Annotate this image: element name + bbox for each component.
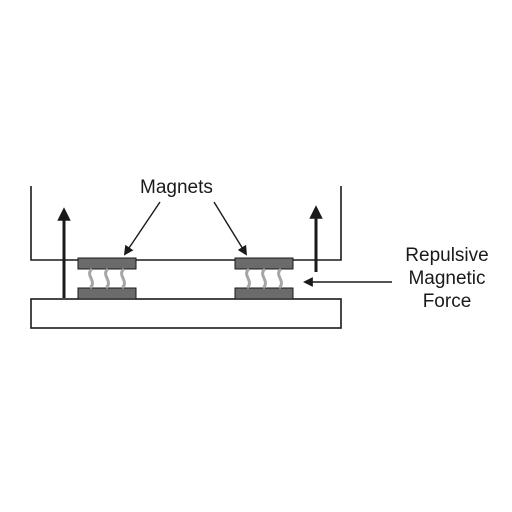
levitated-body: [30, 186, 342, 261]
magnet-upper-right: [234, 257, 294, 270]
magnet-upper-left: [77, 257, 137, 270]
field-lines-right: [245, 268, 283, 289]
base-track: [30, 298, 342, 329]
magnets-pointer-right: [213, 201, 248, 256]
force-label-line-2: Magnetic: [408, 268, 486, 289]
magnets-pointer-left: [123, 201, 161, 256]
force-label-line-1: Repulsive: [405, 245, 489, 266]
field-lines-left: [88, 268, 126, 289]
force-label-line-3: Force: [422, 291, 472, 312]
magnet-lower-right: [234, 287, 294, 300]
repulsive-force-label: Repulsive Magnetic Force: [392, 244, 502, 313]
magnet-lower-left: [77, 287, 137, 300]
magnets-label: Magnets: [140, 177, 213, 198]
